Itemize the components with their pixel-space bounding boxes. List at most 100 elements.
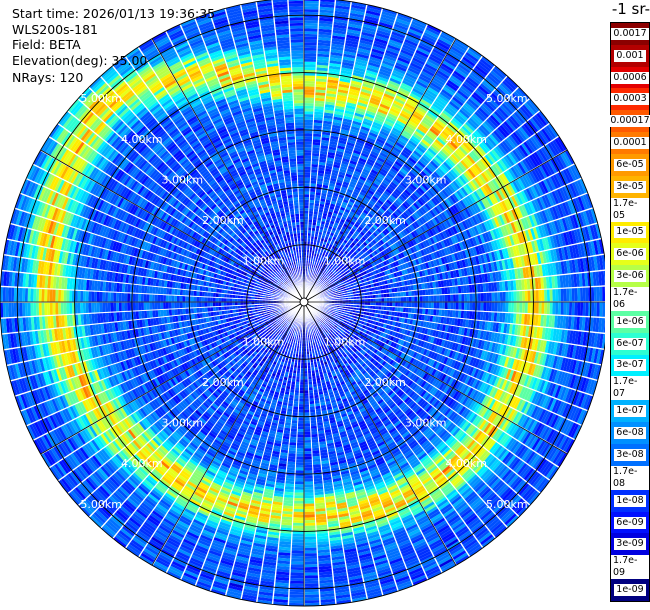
range-bin [396,92,408,100]
range-bin [351,120,362,126]
range-bin [396,15,412,23]
range-bin [332,29,346,35]
range-bin [422,34,437,43]
range-bin [369,129,379,136]
range-bin [346,29,361,35]
range-bin [350,157,358,163]
range-bin [360,34,374,41]
range-bin [333,158,342,164]
range-bin [335,2,351,8]
range-bin [331,215,337,220]
range-bin [544,289,548,302]
range-bin [340,126,350,131]
range-bin [333,210,339,215]
range-bin [312,133,322,137]
range-bin [519,302,523,313]
range-bin [333,207,340,212]
range-bin [522,302,526,313]
range-bin [350,178,358,184]
range-bin [374,37,388,45]
range-bin [331,197,337,202]
range-bin [316,56,329,61]
range-bin [323,176,330,181]
range-bin [345,102,357,107]
range-bin [345,34,360,40]
range-bin [304,252,307,256]
range-bin [313,111,324,115]
range-bin [352,149,361,155]
range-bin [494,302,498,312]
range-bin [351,77,363,83]
range-bin [422,295,426,302]
range-bin [344,220,350,226]
range-bin [309,188,316,192]
range-bin [312,130,322,135]
range-bin [398,87,410,95]
range-bin [304,72,316,76]
range-bin [397,306,401,312]
range-bin [516,290,520,302]
range-bin [304,45,317,49]
range-bin [313,214,318,218]
range-bin [380,127,390,135]
range-bin [483,292,487,302]
range-bin [317,234,322,238]
range-bin [328,146,337,151]
range-bin [387,82,399,90]
range-bin [304,147,312,151]
range-bin [494,291,498,302]
range-bin [593,302,597,317]
range-bin [324,101,335,106]
range-bin [323,210,328,214]
range-bin [335,150,344,156]
range-bin [341,120,352,126]
range-bin [392,100,404,108]
range-bin [313,236,318,240]
range-bin [323,179,330,183]
range-bin [368,131,378,138]
range-bin [413,290,418,296]
range-bin [304,108,314,112]
range-bin [351,123,361,129]
range-bin [321,218,326,222]
range-bin [362,26,377,33]
range-bin [372,43,386,50]
range-bin [433,302,437,309]
range-bin [417,44,432,53]
range-bin [395,95,407,103]
range-bin [370,302,374,306]
range-bin [304,219,309,222]
range-bin [310,172,318,176]
range-bin [349,180,357,186]
range-bin [344,147,354,152]
range-bin [355,183,363,189]
range-bin [304,232,308,236]
range-bin [458,302,462,310]
range-bin [335,102,346,108]
range-bin [411,20,426,29]
range-bin [461,293,465,302]
range-bin [304,221,308,225]
range-bin [324,221,330,226]
range-bin [304,152,312,156]
range-bin [364,163,373,169]
range-bin [320,142,329,147]
range-bin [362,168,371,174]
range-bin [329,205,335,210]
range-bin [364,112,375,119]
range-bin [392,306,396,312]
range-bin [365,160,374,167]
range-bin [450,294,454,302]
range-bin [333,110,344,116]
range-bin [311,230,315,234]
range-bin [354,61,367,67]
range-bin [341,64,354,70]
range-bin [378,132,388,140]
range-bin [345,191,352,196]
range-bin [308,222,313,225]
range-bin [327,76,339,81]
range-bin [591,302,595,317]
range-bin [316,64,329,69]
range-bin [339,206,346,211]
range-bin [332,212,338,217]
